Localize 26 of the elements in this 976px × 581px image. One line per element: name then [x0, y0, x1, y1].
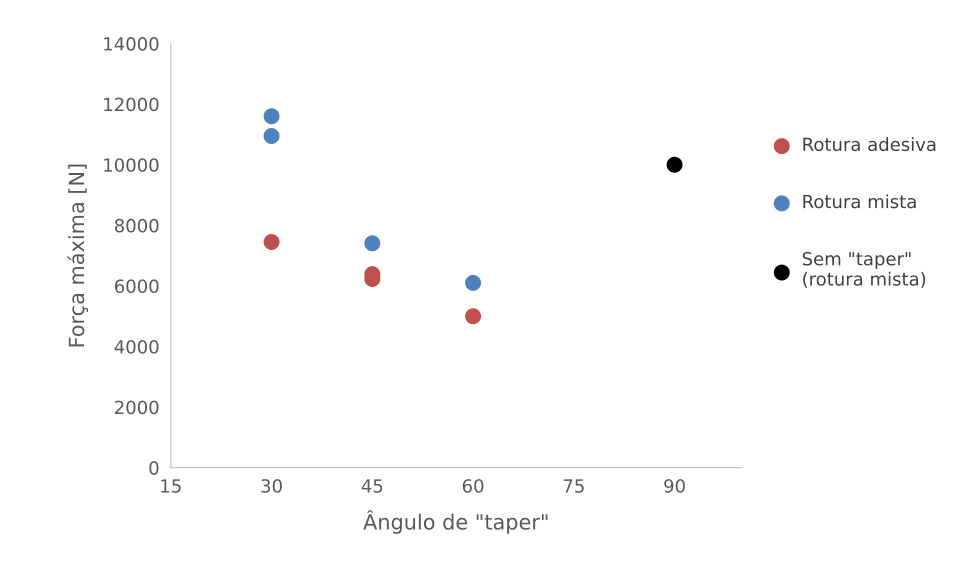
- y-tick-label: 14000: [104, 37, 158, 51]
- y-axis-title: Força máxima [N]: [67, 164, 88, 346]
- x-tick-label: 60: [462, 479, 484, 493]
- x-tick-label: 30: [261, 479, 282, 493]
- y-tick-label: 2000: [115, 400, 158, 414]
- point: [465, 274, 482, 291]
- legend-label: Rotura adesiva: [803, 137, 936, 152]
- y-tick-label: 12000: [104, 98, 158, 112]
- x-tick-label: 90: [664, 479, 685, 493]
- legend-label: Rotura mista: [803, 194, 916, 208]
- legend-label: Sem "taper" (rotura mista): [802, 252, 926, 288]
- point: [264, 234, 280, 250]
- y-tick-label: 0: [149, 461, 158, 475]
- point: [666, 156, 683, 173]
- x-tick-label: 75: [564, 479, 584, 493]
- point: [465, 308, 482, 324]
- y-tick-label: 8000: [114, 218, 158, 232]
- y-tick-label: 10000: [104, 158, 158, 172]
- x-axis-title: Ângulo de "taper": [363, 510, 548, 534]
- point: [364, 235, 380, 252]
- y-tick-label: 4000: [114, 340, 158, 354]
- point: [264, 108, 280, 124]
- point: [264, 128, 280, 144]
- x-tick-label: 15: [161, 479, 181, 493]
- x-tick-label: 45: [362, 479, 382, 493]
- y-tick-label: 6000: [115, 279, 158, 294]
